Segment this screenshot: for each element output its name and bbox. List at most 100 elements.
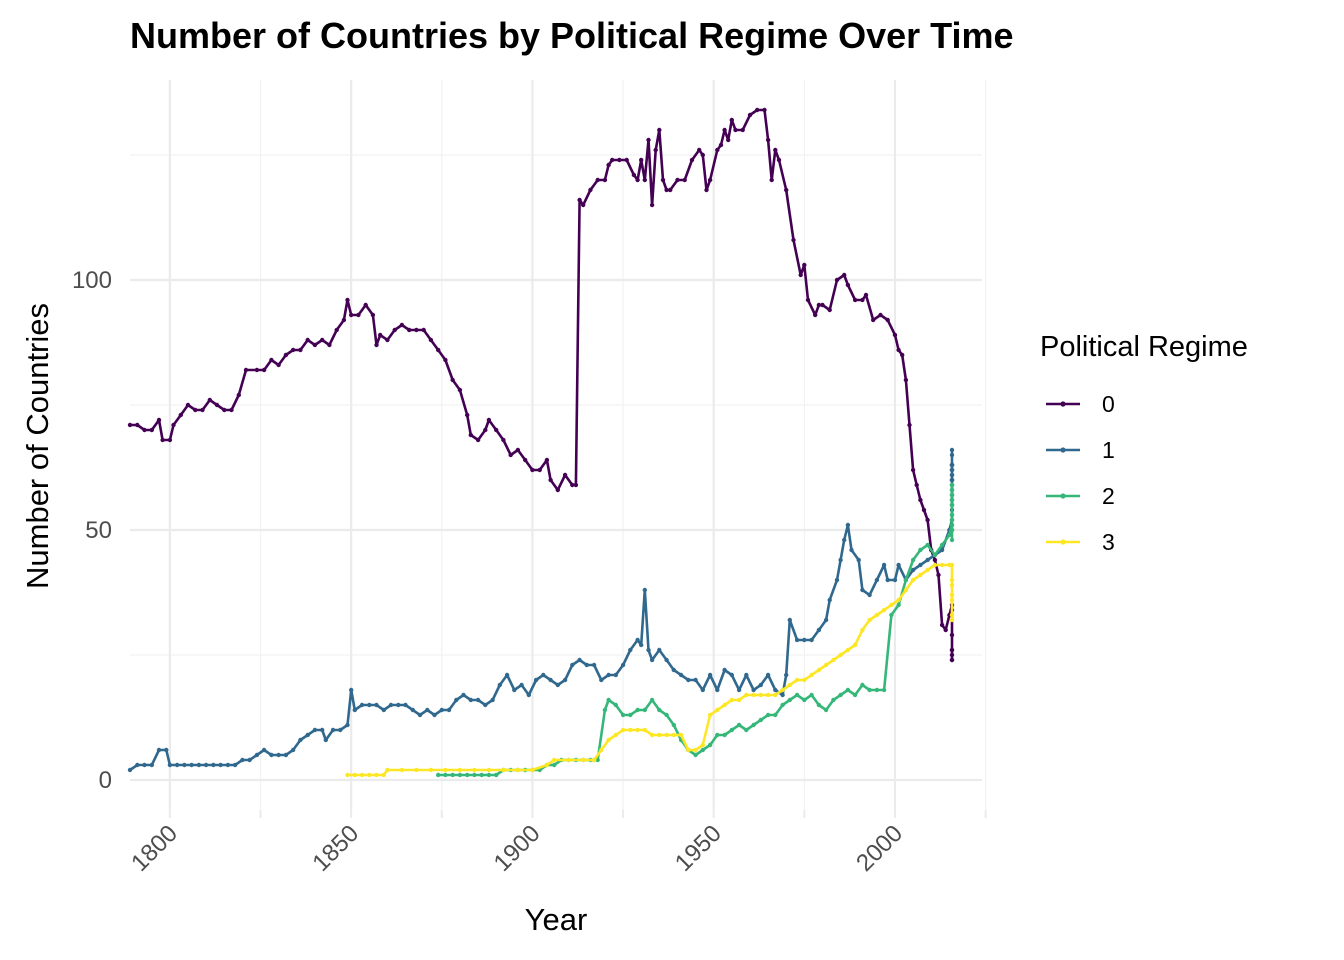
data-point [570,662,575,668]
data-point [653,147,658,153]
data-point [457,387,463,393]
data-point [751,687,756,693]
data-point [863,292,869,298]
data-point [903,577,909,583]
data-point [852,692,858,698]
data-point [591,662,597,668]
data-point [628,712,633,718]
data-point [776,157,782,163]
data-point [660,177,666,183]
legend: Political Regime 0 1 2 3 [1040,331,1248,555]
data-point [892,577,898,583]
legend-label-2: 2 [1102,483,1115,509]
data-point [530,467,535,473]
data-point [649,657,655,663]
data-point [892,332,898,338]
data-point [820,302,825,308]
data-point [697,147,702,153]
data-point [827,307,832,313]
data-point [341,317,347,323]
series-1 [127,447,955,773]
data-point [530,767,535,773]
data-point [881,562,887,568]
data-point [878,312,883,318]
data-point [722,732,727,738]
data-point [718,142,724,148]
data-point [949,647,955,653]
data-point [813,312,818,318]
data-point [577,197,582,203]
y-axis-ticks: 0 50 100 [72,267,112,794]
data-point [196,762,202,768]
data-point [773,712,778,718]
data-point [356,312,361,318]
data-point [468,697,473,703]
data-point [620,662,626,668]
series-0 [127,107,955,663]
data-point [657,647,662,653]
data-point [298,347,303,353]
data-point [156,747,162,753]
data-point [918,497,923,503]
data-point [599,747,604,753]
data-point [468,432,473,438]
data-point [182,762,187,768]
data-point [704,187,709,193]
data-point [620,712,626,718]
data-point [787,682,792,688]
data-point [515,447,521,453]
data-point [573,482,579,488]
data-point [305,732,310,738]
data-point [218,762,223,768]
data-point [726,137,731,143]
data-point [787,697,792,703]
data-point [461,692,466,698]
data-point [127,767,133,773]
series-line-0 [130,108,954,662]
data-point [675,177,680,183]
data-point [606,162,611,168]
data-point [842,537,847,543]
data-point [802,697,807,703]
data-point [842,272,847,278]
data-point [374,342,379,348]
data-point [200,407,205,413]
data-point [949,522,955,528]
data-point [910,467,916,473]
data-point [523,457,528,463]
data-point [185,402,191,408]
legend-label-1: 1 [1102,437,1115,463]
data-point [225,762,231,768]
data-point [682,177,687,183]
data-point [707,742,713,748]
data-point [432,712,437,718]
data-point [378,332,383,338]
data-point [715,687,720,693]
data-point [845,522,851,528]
y-axis-title: Number of Countries [20,303,55,589]
data-point [465,772,470,778]
data-point [896,597,901,603]
data-point [834,577,840,583]
data-point [207,397,212,403]
data-point [686,677,691,683]
data-point [323,737,328,743]
legend-key-point [1060,401,1066,407]
x-tick-label: 1850 [307,820,364,877]
data-point [740,127,745,133]
data-point [276,362,281,368]
data-point [949,612,955,618]
data-point [949,492,955,498]
data-point [544,762,550,768]
data-point [678,732,684,738]
data-point [918,572,923,578]
data-point [867,687,872,693]
data-point [541,672,546,678]
data-point [949,527,955,533]
data-point [838,557,843,563]
data-point [544,457,550,463]
data-point [446,707,452,713]
data-point [889,612,894,618]
data-point [475,437,481,443]
data-point [949,467,955,473]
